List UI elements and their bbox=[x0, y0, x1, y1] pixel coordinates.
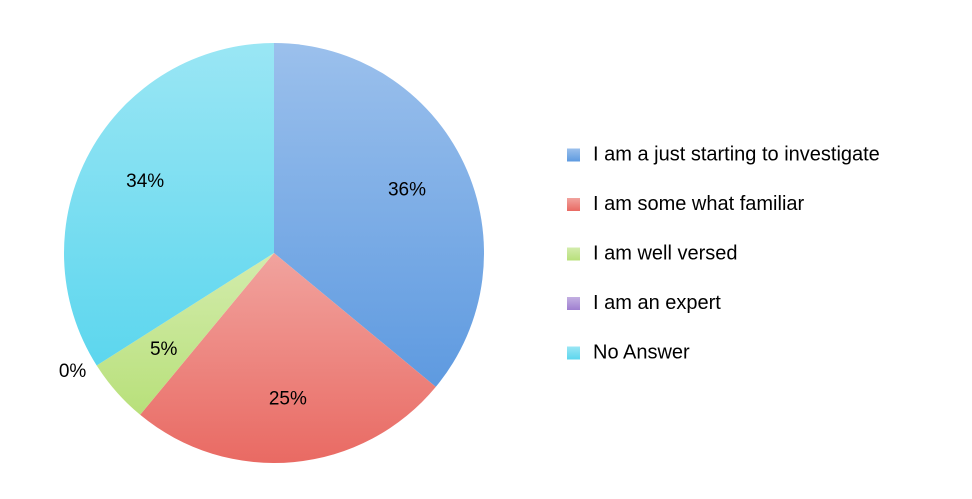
pie-slice-i-am-a-just-starting-to-investigate bbox=[274, 43, 484, 387]
legend-label-i-am-well-versed: I am well versed bbox=[593, 242, 738, 264]
legend-swatch-i-am-a-just-starting-to-investigate bbox=[567, 148, 580, 162]
legend: I am a just starting to investigate I am … bbox=[567, 143, 880, 363]
legend-label-i-am-some-what-familiar: I am some what familiar bbox=[593, 193, 805, 215]
pie-slice-labels: 36% 25% 5% 0% 34% bbox=[59, 171, 426, 409]
slice-value-label-i-am-well-versed: 5% bbox=[150, 339, 178, 360]
pie-slices bbox=[63, 43, 484, 464]
legend-swatch-i-am-some-what-familiar bbox=[567, 198, 580, 211]
pie-slice-i-am-well-versed bbox=[96, 253, 275, 415]
slice-value-label-no-answer: 34% bbox=[126, 171, 164, 192]
legend-swatch-no-answer bbox=[567, 346, 580, 360]
legend-label-no-answer: No Answer bbox=[593, 341, 690, 363]
legend-label-i-am-an-expert: I am an expert bbox=[593, 292, 721, 314]
slice-value-label-i-am-a-just-starting-to-investigate: 36% bbox=[388, 179, 426, 200]
legend-swatch-i-am-well-versed bbox=[567, 247, 580, 261]
pie-slice-no-answer bbox=[63, 43, 274, 366]
legend-swatch-i-am-an-expert bbox=[567, 297, 580, 310]
slice-value-label-i-am-an-expert: 0% bbox=[59, 361, 87, 382]
legend-label-i-am-a-just-starting-to-investigate: I am a just starting to investigate bbox=[593, 143, 880, 165]
pie-slice-i-am-some-what-familiar bbox=[140, 253, 436, 464]
slice-value-label-i-am-some-what-familiar: 25% bbox=[269, 388, 307, 409]
